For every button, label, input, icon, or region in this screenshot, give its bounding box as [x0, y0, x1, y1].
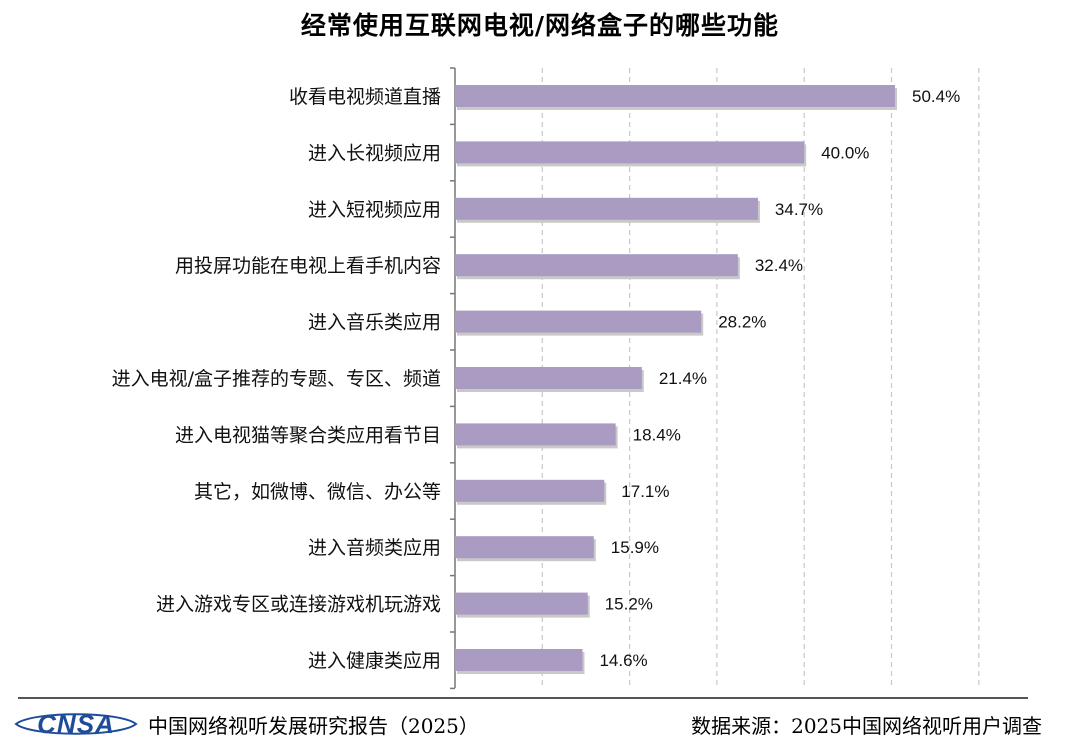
footer-divider — [18, 697, 1028, 699]
category-label: 进入电视猫等聚合类应用看节目 — [175, 424, 441, 446]
bar — [455, 479, 605, 502]
category-label: 用投屏功能在电视上看手机内容 — [175, 255, 441, 277]
data-label: 40.0% — [821, 143, 869, 162]
category-label: 收看电视频道直播 — [289, 86, 441, 108]
category-label: 进入音乐类应用 — [308, 312, 441, 334]
bar — [455, 197, 758, 220]
category-axis — [450, 67, 456, 690]
bar — [455, 254, 738, 277]
data-label: 21.4% — [659, 369, 707, 388]
footer: CNSA 中国网络视听发展研究报告（2025） 数据来源：2025中国网络视听用… — [0, 703, 1080, 743]
bar — [455, 592, 588, 615]
category-label: 进入长视频应用 — [308, 142, 441, 164]
cnsa-logo-text: CNSA — [37, 709, 115, 739]
data-label: 34.7% — [775, 200, 823, 219]
category-label: 进入游戏专区或连接游戏机玩游戏 — [156, 594, 441, 616]
category-label: 其它，如微博、微信、办公等 — [194, 481, 441, 503]
data-label: 32.4% — [755, 256, 803, 275]
data-source: 数据来源：2025中国网络视听用户调查 — [691, 714, 1042, 738]
category-label: 进入电视/盒子推荐的专题、专区、频道 — [112, 368, 441, 390]
data-label: 15.2% — [605, 595, 653, 614]
labels: 收看电视频道直播 50.4% 进入长视频应用 40.0% 进入短视频应用 34.7% 用投屏… — [112, 86, 961, 672]
bar — [455, 536, 594, 559]
data-label: 15.9% — [611, 538, 659, 557]
data-label: 28.2% — [718, 313, 766, 332]
category-label: 进入健康类应用 — [308, 650, 441, 672]
bar — [455, 367, 642, 389]
bar — [455, 649, 583, 671]
bar — [455, 423, 616, 446]
report-name: 中国网络视听发展研究报告（2025） — [148, 714, 479, 738]
bar-chart: 收看电视频道直播 50.4% 进入长视频应用 40.0% 进入短视频应用 34.7% 用投屏… — [112, 67, 980, 690]
data-label: 18.4% — [633, 425, 681, 444]
cnsa-logo: CNSA — [14, 709, 138, 739]
data-label: 50.4% — [912, 87, 960, 106]
category-label: 进入音频类应用 — [308, 537, 441, 559]
data-label: 14.6% — [599, 651, 647, 670]
category-label: 进入短视频应用 — [308, 199, 441, 221]
bar — [455, 141, 805, 164]
data-label: 17.1% — [621, 482, 669, 501]
bar — [455, 85, 895, 107]
chart-title: 经常使用互联网电视/网络盒子的哪些功能 — [300, 11, 780, 40]
bar — [455, 310, 702, 333]
bars — [455, 85, 897, 674]
